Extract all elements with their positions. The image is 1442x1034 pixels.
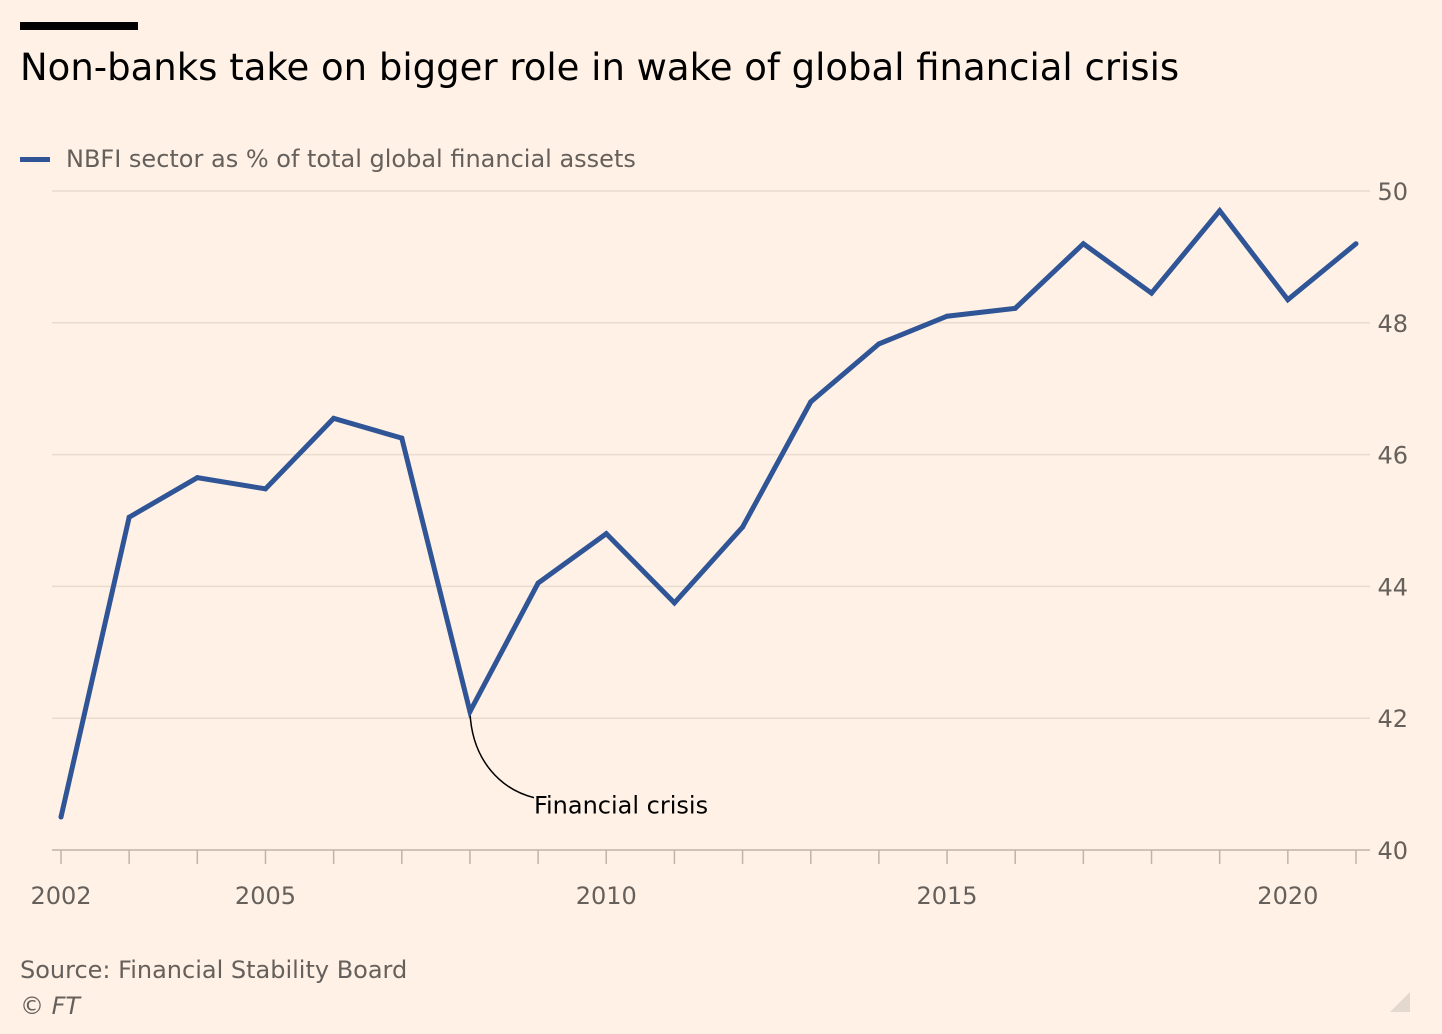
data-point	[467, 709, 473, 715]
annotation-label: Financial crisis	[534, 792, 708, 820]
series-group	[58, 206, 1359, 820]
data-point	[808, 399, 814, 405]
data-point	[740, 524, 746, 530]
legend-label: NBFI sector as % of total global financi…	[66, 145, 636, 173]
x-axis: 2002 2005 2010 2015 2020	[30, 849, 1370, 910]
data-point	[126, 514, 132, 520]
y-tick-label: 44	[1377, 573, 1408, 601]
brand-bar	[20, 22, 138, 30]
y-tick-label: 50	[1377, 178, 1408, 206]
annotation-connector	[469, 711, 535, 799]
y-tick-label: 46	[1377, 442, 1408, 470]
data-point	[671, 600, 677, 606]
y-tick-label: 42	[1377, 705, 1408, 733]
data-point	[1217, 208, 1223, 214]
x-tick-label: 2020	[1257, 882, 1318, 910]
data-point	[58, 814, 64, 820]
data-point	[194, 475, 200, 481]
x-tick-label: 2010	[576, 882, 637, 910]
chart-title: Non-banks take on bigger role in wake of…	[20, 46, 1180, 89]
series-line	[58, 206, 1358, 818]
data-point	[944, 313, 950, 319]
data-point	[399, 435, 405, 441]
legend-swatch	[20, 156, 50, 162]
data-point	[1353, 241, 1359, 247]
x-tick-label: 2002	[30, 882, 91, 910]
gridlines	[52, 190, 1370, 719]
annotation-group: Financial crisis	[469, 711, 708, 820]
data-point	[603, 531, 609, 537]
data-point	[1080, 241, 1086, 247]
copyright: © FT	[20, 992, 81, 1020]
data-point	[262, 486, 268, 492]
data-point	[331, 415, 337, 421]
data-point	[1012, 305, 1018, 311]
data-point	[876, 341, 882, 347]
data-point	[535, 580, 541, 586]
resize-corner-icon	[1390, 992, 1410, 1012]
data-point	[1285, 297, 1291, 303]
y-tick-label: 40	[1377, 837, 1408, 865]
y-axis: 40 42 44 46 48 50	[1377, 178, 1408, 865]
y-tick-label: 48	[1377, 310, 1408, 338]
x-tick-label: 2005	[235, 882, 296, 910]
source-note: Source: Financial Stability Board	[20, 956, 408, 984]
data-point	[1149, 290, 1155, 296]
legend: NBFI sector as % of total global financi…	[20, 145, 636, 173]
x-tick-label: 2015	[917, 882, 978, 910]
